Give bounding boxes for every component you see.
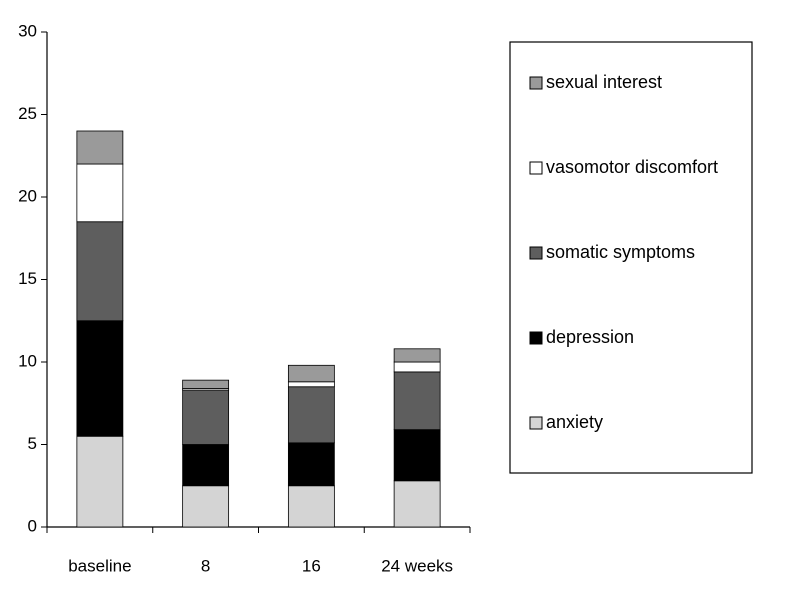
legend-label: somatic symptoms <box>546 242 695 262</box>
x-tick-label: baseline <box>68 556 131 575</box>
bar-segment <box>393 348 441 363</box>
y-tick-label: 15 <box>18 269 37 288</box>
y-tick-label: 30 <box>18 21 37 40</box>
legend-swatch <box>529 416 543 430</box>
legend-swatch <box>529 246 543 260</box>
y-tick-label: 5 <box>28 434 37 453</box>
bar-segment <box>182 379 230 389</box>
bar-segment <box>287 442 335 487</box>
legend-label: sexual interest <box>546 72 662 92</box>
x-tick-label: 16 <box>302 556 321 575</box>
legend-swatch <box>529 161 543 175</box>
bar-segment <box>393 480 441 528</box>
legend-box <box>509 41 753 474</box>
legend-swatch <box>529 76 543 90</box>
bar-segment <box>182 444 230 487</box>
bar-segment <box>76 320 124 437</box>
y-tick-label: 25 <box>18 104 37 123</box>
y-tick-label: 10 <box>18 351 37 370</box>
x-tick-label: 8 <box>201 556 210 575</box>
bar-segment <box>393 361 441 373</box>
bar-segment <box>287 485 335 528</box>
bar-segment <box>287 381 335 388</box>
bar-segment <box>287 364 335 383</box>
bar-segment <box>393 371 441 431</box>
legend-swatch <box>529 331 543 345</box>
bar-segment <box>287 386 335 444</box>
bar-segment <box>393 429 441 482</box>
bar-segment <box>76 221 124 322</box>
bar-segment <box>182 389 230 445</box>
y-tick-label: 20 <box>18 186 37 205</box>
bar-segment <box>76 163 124 223</box>
legend-label: anxiety <box>546 412 603 432</box>
bar-segment <box>182 485 230 528</box>
bar-segment <box>76 435 124 528</box>
x-tick-label: 24 weeks <box>381 556 453 575</box>
bar-segment <box>76 130 124 165</box>
legend-label: vasomotor discomfort <box>546 157 718 177</box>
y-tick-label: 0 <box>28 516 37 535</box>
legend-label: depression <box>546 327 634 347</box>
